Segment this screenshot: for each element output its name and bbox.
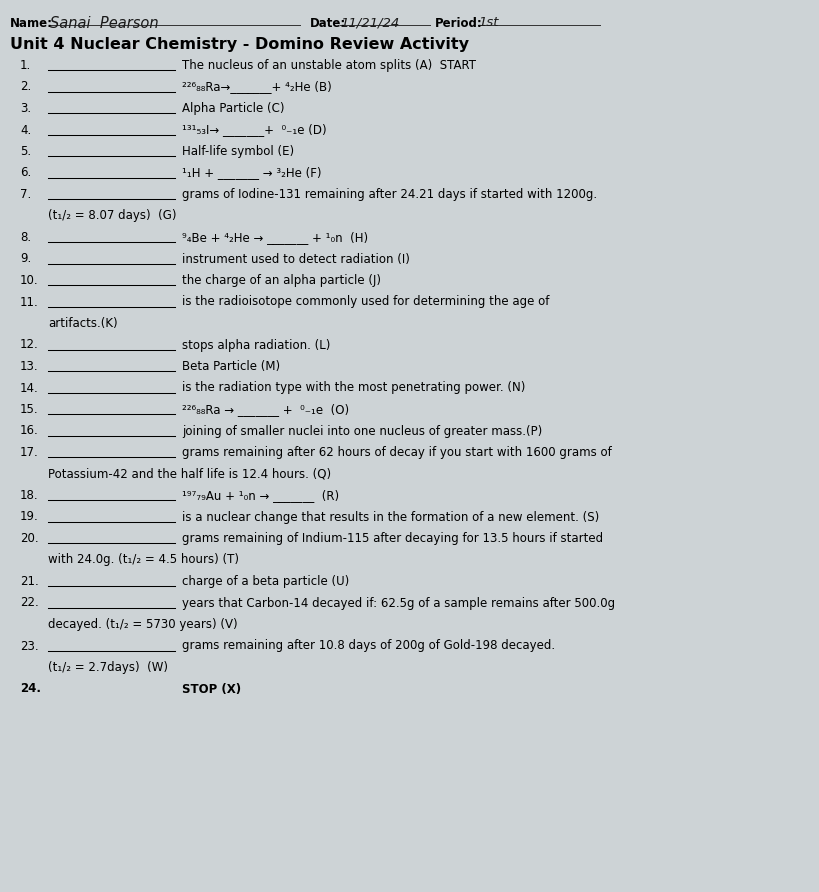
Text: 3.: 3. <box>20 102 31 115</box>
Text: artifacts.(K): artifacts.(K) <box>48 317 117 330</box>
Text: ¹₁H + _______ → ³₂He (F): ¹₁H + _______ → ³₂He (F) <box>182 167 321 179</box>
Text: 22.: 22. <box>20 597 38 609</box>
Text: ⁹₄Be + ⁴₂He → _______ + ¹₀n  (H): ⁹₄Be + ⁴₂He → _______ + ¹₀n (H) <box>182 231 368 244</box>
Text: 23.: 23. <box>20 640 38 653</box>
Text: grams remaining after 62 hours of decay if you start with 1600 grams of: grams remaining after 62 hours of decay … <box>182 446 611 459</box>
Text: stops alpha radiation. (L): stops alpha radiation. (L) <box>182 338 330 351</box>
Text: is the radiation type with the most penetrating power. (N): is the radiation type with the most pene… <box>182 382 525 394</box>
Text: 19.: 19. <box>20 510 38 524</box>
Text: grams remaining of Indium-115 after decaying for 13.5 hours if started: grams remaining of Indium-115 after deca… <box>182 532 603 545</box>
Text: Period:: Period: <box>434 17 482 30</box>
Text: Sanai  Pearson: Sanai Pearson <box>50 16 158 31</box>
Text: grams remaining after 10.8 days of 200g of Gold-198 decayed.: grams remaining after 10.8 days of 200g … <box>182 640 554 653</box>
Text: Alpha Particle (C): Alpha Particle (C) <box>182 102 284 115</box>
Text: 4.: 4. <box>20 123 31 136</box>
Text: 10.: 10. <box>20 274 38 287</box>
Text: 24.: 24. <box>20 682 41 696</box>
Text: grams of Iodine-131 remaining after 24.21 days if started with 1200g.: grams of Iodine-131 remaining after 24.2… <box>182 188 596 201</box>
Text: instrument used to detect radiation (I): instrument used to detect radiation (I) <box>182 252 410 266</box>
Text: 15.: 15. <box>20 403 38 416</box>
Text: 11.: 11. <box>20 295 38 309</box>
Text: decayed. (t₁/₂ = 5730 years) (V): decayed. (t₁/₂ = 5730 years) (V) <box>48 618 238 631</box>
Text: 1st: 1st <box>477 16 498 29</box>
Text: 5.: 5. <box>20 145 31 158</box>
Text: ¹⁹⁷₇₉Au + ¹₀n → _______  (R): ¹⁹⁷₇₉Au + ¹₀n → _______ (R) <box>182 489 339 502</box>
Text: the charge of an alpha particle (J): the charge of an alpha particle (J) <box>182 274 381 287</box>
Text: 20.: 20. <box>20 532 38 545</box>
Text: 7.: 7. <box>20 188 31 201</box>
Text: (t₁/₂ = 8.07 days)  (G): (t₁/₂ = 8.07 days) (G) <box>48 210 176 222</box>
Text: 2.: 2. <box>20 80 31 94</box>
Text: Half-life symbol (E): Half-life symbol (E) <box>182 145 294 158</box>
Text: with 24.0g. (t₁/₂ = 4.5 hours) (T): with 24.0g. (t₁/₂ = 4.5 hours) (T) <box>48 554 238 566</box>
Text: 13.: 13. <box>20 360 38 373</box>
Text: 11/21/24: 11/21/24 <box>340 16 399 29</box>
Text: 14.: 14. <box>20 382 38 394</box>
Text: 17.: 17. <box>20 446 38 459</box>
Text: ²²⁶₈₈Ra→_______+ ⁴₂He (B): ²²⁶₈₈Ra→_______+ ⁴₂He (B) <box>182 80 332 94</box>
Text: 8.: 8. <box>20 231 31 244</box>
Text: Unit 4 Nuclear Chemistry - Domino Review Activity: Unit 4 Nuclear Chemistry - Domino Review… <box>10 37 468 52</box>
Text: years that Carbon-14 decayed if: 62.5g of a sample remains after 500.0g: years that Carbon-14 decayed if: 62.5g o… <box>182 597 614 609</box>
Text: 12.: 12. <box>20 338 38 351</box>
Text: 21.: 21. <box>20 575 38 588</box>
Text: charge of a beta particle (U): charge of a beta particle (U) <box>182 575 349 588</box>
Text: joining of smaller nuclei into one nucleus of greater mass.(P): joining of smaller nuclei into one nucle… <box>182 425 541 437</box>
Text: 1.: 1. <box>20 59 31 72</box>
Text: 9.: 9. <box>20 252 31 266</box>
Text: (t₁/₂ = 2.7days)  (W): (t₁/₂ = 2.7days) (W) <box>48 661 168 674</box>
Text: The nucleus of an unstable atom splits (A)  START: The nucleus of an unstable atom splits (… <box>182 59 475 72</box>
Text: ²²⁶₈₈Ra → _______ +  ⁰₋₁e  (O): ²²⁶₈₈Ra → _______ + ⁰₋₁e (O) <box>182 403 349 416</box>
Text: is a nuclear change that results in the formation of a new element. (S): is a nuclear change that results in the … <box>182 510 599 524</box>
Text: STOP (X): STOP (X) <box>182 682 241 696</box>
Text: 6.: 6. <box>20 167 31 179</box>
Text: 18.: 18. <box>20 489 38 502</box>
Text: 16.: 16. <box>20 425 38 437</box>
Text: Name:: Name: <box>10 17 53 30</box>
Text: is the radioisotope commonly used for determining the age of: is the radioisotope commonly used for de… <box>182 295 549 309</box>
Text: ¹³¹₅₃I→ _______+  ⁰₋₁e (D): ¹³¹₅₃I→ _______+ ⁰₋₁e (D) <box>182 123 326 136</box>
Text: Potassium-42 and the half life is 12.4 hours. (Q): Potassium-42 and the half life is 12.4 h… <box>48 467 331 481</box>
Text: Date:: Date: <box>310 17 346 30</box>
Text: Beta Particle (M): Beta Particle (M) <box>182 360 280 373</box>
